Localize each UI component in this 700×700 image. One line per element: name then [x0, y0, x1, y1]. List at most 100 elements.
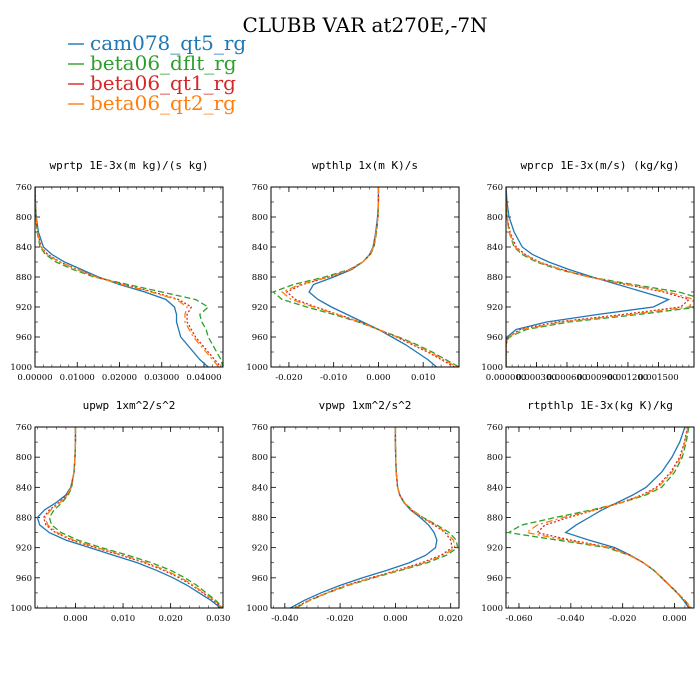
ytick-label-4-1: 800: [252, 453, 268, 463]
ytick-label-5-5: 960: [487, 574, 503, 584]
panel-2: wprcp 1E-3x(m/s) (kg/kg) 760 800 840 880 920 9…: [481, 159, 695, 383]
ytick-label-0-2: 840: [16, 243, 32, 253]
ytick-label-0-0: 760: [16, 183, 32, 193]
panel-title-3: upwp 1xm^2/s^2: [83, 399, 176, 412]
xtick-label-3-3: 0.030: [206, 614, 230, 624]
series-line-0-3: [35, 187, 220, 367]
ytick-label-1-2: 840: [252, 243, 268, 253]
ytick-label-3-0: 760: [16, 423, 32, 433]
xtick-label-4-3: 0.020: [439, 614, 463, 624]
ytick-label-3-2: 840: [16, 483, 32, 493]
ytick-label-0-1: 800: [16, 213, 32, 223]
ytick-label-5-1: 800: [487, 453, 503, 463]
series-line-4-2: [294, 427, 453, 608]
ytick-label-2-2: 840: [487, 243, 503, 253]
series-line-4-3: [295, 427, 456, 608]
panel-title-5: rtpthlp 1E-3x(kg K)/kg: [527, 399, 673, 412]
panel-frame-0: [34, 186, 224, 368]
panel-3: upwp 1xm^2/s^2 760 800 840 880 920 960 1000 0.00…: [10, 399, 230, 624]
panel-frame-4: [270, 426, 460, 609]
ytick-label-4-5: 960: [252, 574, 268, 584]
ytick-label-2-5: 960: [487, 333, 503, 343]
xtick-label-5-2: -0.020: [609, 614, 636, 624]
ytick-label-4-2: 840: [252, 483, 268, 493]
xtick-label-0-2: 0.02000: [102, 373, 137, 383]
series-line-2-1: [506, 187, 694, 367]
xtick-label-4-2: 0.000: [383, 614, 407, 624]
ytick-label-1-1: 800: [252, 213, 268, 223]
ytick-label-1-6: 1000: [246, 363, 268, 373]
xtick-label-3-2: 0.020: [158, 614, 182, 624]
ytick-label-2-6: 1000: [481, 363, 503, 373]
legend-label-3: beta06_qt2_rg: [90, 91, 236, 115]
panel-title-4: vpwp 1xm^2/s^2: [319, 399, 412, 412]
xtick-label-0-0: 0.00000: [17, 373, 52, 383]
xtick-label-4-0: -0.040: [271, 614, 298, 624]
xtick-label-5-3: 0.000: [662, 614, 686, 624]
panel-frame-3: [34, 426, 224, 609]
ytick-label-5-2: 840: [487, 483, 503, 493]
series-line-3-0: [36, 427, 222, 608]
xtick-label-0-3: 0.03000: [144, 373, 179, 383]
series-line-1-3: [280, 187, 458, 367]
xtick-label-2-3: 0.000900: [577, 373, 618, 383]
panel-frame-5: [505, 426, 695, 609]
series-line-5-0: [564, 427, 690, 608]
panel-title-2: wprcp 1E-3x(m/s) (kg/kg): [521, 159, 680, 172]
ytick-label-1-0: 760: [252, 183, 268, 193]
xtick-label-0-1: 0.01000: [60, 373, 95, 383]
legend-label-1: beta06_dflt_rg: [90, 51, 237, 75]
xtick-label-1-3: 0.010: [411, 373, 435, 383]
xtick-label-2-1: 0.000300: [516, 373, 557, 383]
panel-4: vpwp 1xm^2/s^27608008408809209601000-0.0…: [246, 399, 463, 624]
panel-frame-2: [505, 186, 695, 368]
xtick-label-1-1: -0.010: [320, 373, 347, 383]
xtick-label-2-0: 0.000000: [486, 373, 527, 383]
xtick-label-0-4: 0.04000: [186, 373, 221, 383]
xtick-label-2-2: 0.000600: [547, 373, 588, 383]
xtick-label-2-5: 0.001500: [638, 373, 679, 383]
ytick-label-4-4: 920: [252, 544, 268, 554]
series-line-3-3: [44, 427, 223, 608]
ytick-label-1-4: 920: [252, 303, 268, 313]
ytick-label-5-0: 760: [487, 423, 503, 433]
ytick-label-1-3: 880: [252, 273, 268, 283]
ytick-label-1-5: 960: [252, 333, 268, 343]
ytick-label-0-3: 880: [16, 273, 32, 283]
xtick-label-1-0: -0.020: [275, 373, 302, 383]
ytick-label-4-0: 760: [252, 423, 268, 433]
chart-panels: wprtp 1E-3x(m kg)/(s kg) 760 800 840 880 920 9…: [10, 159, 695, 624]
xtick-label-3-0: 0.000: [63, 614, 87, 624]
xtick-label-5-1: -0.040: [557, 614, 584, 624]
ytick-label-2-1: 800: [487, 213, 503, 223]
ytick-label-0-4: 920: [16, 303, 32, 313]
series-line-1-1: [271, 187, 459, 367]
ytick-label-3-1: 800: [16, 453, 32, 463]
figure-title: CLUBB VAR at270E,-7N: [242, 13, 487, 37]
panel-0: wprtp 1E-3x(m kg)/(s kg) 760 800 840 880 920 9…: [10, 159, 224, 383]
ytick-label-4-3: 880: [252, 514, 268, 524]
panel-frame-1: [270, 186, 460, 368]
ytick-label-5-3: 880: [487, 514, 503, 524]
legend: cam078_qt5_rgbeta06_dflt_rgbeta06_qt1_rg…: [68, 31, 246, 115]
panel-1: wpthlp 1x(m K)/s 760 800 840 880 920 960 1000 -0…: [246, 159, 460, 383]
series-line-5-3: [525, 427, 692, 608]
series-line-2-2: [506, 187, 691, 367]
ytick-label-2-0: 760: [487, 183, 503, 193]
legend-label-0: cam078_qt5_rg: [90, 31, 246, 55]
ytick-label-2-3: 880: [487, 273, 503, 283]
xtick-label-4-1: -0.020: [327, 614, 354, 624]
series-line-4-1: [295, 427, 459, 608]
series-line-0-1: [35, 187, 223, 367]
series-line-2-3: [506, 187, 694, 367]
ytick-label-3-6: 1000: [10, 604, 32, 614]
ytick-label-5-4: 920: [487, 544, 503, 554]
panel-title-1: wpthlp 1x(m K)/s: [312, 159, 418, 172]
ytick-label-0-6: 1000: [10, 363, 32, 373]
xtick-label-5-0: -0.060: [505, 614, 532, 624]
series-line-3-2: [42, 427, 223, 608]
xtick-label-1-2: 0.000: [366, 373, 390, 383]
series-line-3-1: [48, 427, 223, 608]
ytick-label-3-5: 960: [16, 574, 32, 584]
